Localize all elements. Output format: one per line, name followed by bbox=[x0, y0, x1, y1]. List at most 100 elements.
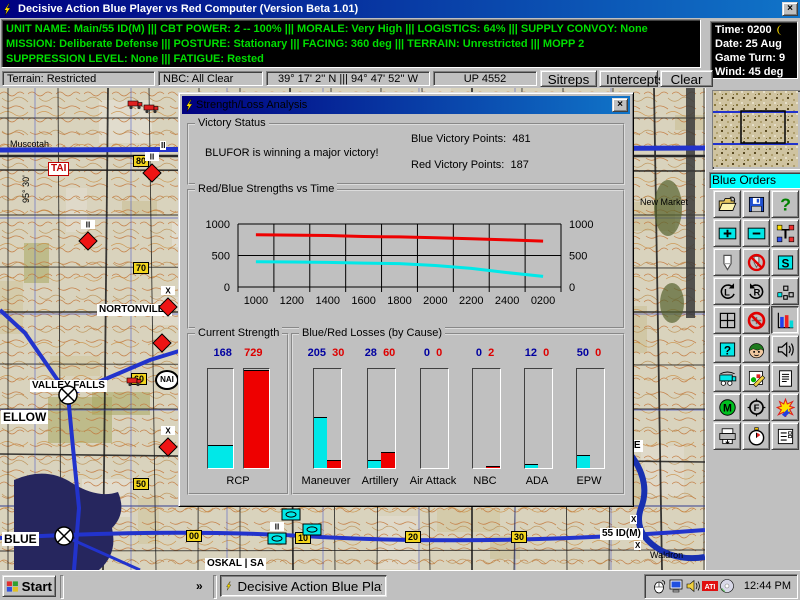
supply-truck-button[interactable] bbox=[713, 364, 741, 392]
taskbar-divider-2 bbox=[213, 575, 217, 599]
bar-frame bbox=[366, 368, 396, 469]
moon-icon bbox=[775, 24, 787, 36]
sitreps-button[interactable]: Sitreps bbox=[540, 70, 597, 87]
bar-values: 28 60 bbox=[364, 347, 396, 359]
no-draw-button[interactable] bbox=[742, 306, 770, 334]
svg-text:500: 500 bbox=[212, 251, 230, 263]
minimap-viewport[interactable] bbox=[740, 110, 786, 144]
sound-button[interactable] bbox=[771, 335, 799, 363]
bar-values: 12 0 bbox=[524, 347, 550, 359]
combat-burst-button[interactable] bbox=[771, 393, 799, 421]
blue-bar bbox=[313, 417, 327, 468]
display-tray-icon[interactable] bbox=[668, 578, 684, 594]
svg-text:1000: 1000 bbox=[244, 295, 268, 307]
orders-mode-field[interactable]: Blue Orders bbox=[709, 172, 800, 189]
zoom-out-button[interactable] bbox=[742, 219, 770, 247]
minimap[interactable] bbox=[712, 90, 800, 170]
red-unit-marker[interactable]: II bbox=[76, 220, 100, 257]
window-close-button[interactable]: × bbox=[782, 2, 798, 16]
disperse-button[interactable] bbox=[771, 277, 799, 305]
current-strength-bars: 168 729 RCP bbox=[189, 335, 287, 493]
map-label: 95° 30' bbox=[21, 175, 31, 203]
svg-text:1400: 1400 bbox=[315, 295, 339, 307]
no-waypoint-button[interactable] bbox=[742, 248, 770, 276]
query-button[interactable]: ? bbox=[713, 335, 741, 363]
system-tray: ATI 12:44 PM bbox=[644, 574, 798, 599]
open-folder-button[interactable] bbox=[713, 190, 741, 218]
strengths-line-chart: 0 0 500 500 1000 1000 1000 1200 1400 1600 1800 2000… bbox=[206, 219, 594, 307]
svg-text:2200: 2200 bbox=[459, 295, 483, 307]
zoom-in-button[interactable] bbox=[713, 219, 741, 247]
svg-text:X: X bbox=[165, 287, 171, 296]
dialog-titlebar[interactable]: Strength/Loss Analysis × bbox=[182, 96, 630, 114]
waypoint-button[interactable] bbox=[713, 248, 741, 276]
log-form-button[interactable] bbox=[771, 422, 799, 450]
rotate-left-button[interactable]: L bbox=[713, 277, 741, 305]
svg-text:2000: 2000 bbox=[423, 295, 447, 307]
rotate-right-button[interactable]: R bbox=[742, 277, 770, 305]
red-truck-marker[interactable] bbox=[127, 98, 145, 113]
blue-strength-frame bbox=[207, 368, 234, 469]
blue-unit-marker[interactable] bbox=[279, 498, 303, 526]
blue-bar bbox=[367, 460, 381, 468]
svg-text:II: II bbox=[86, 221, 90, 230]
save-button[interactable] bbox=[742, 190, 770, 218]
red-truck-marker[interactable] bbox=[126, 375, 144, 390]
staff-face-button[interactable] bbox=[742, 335, 770, 363]
red-unit-marker[interactable]: X bbox=[156, 286, 180, 323]
quick-launch-chevron[interactable]: » bbox=[196, 579, 203, 593]
print-button[interactable] bbox=[713, 422, 741, 450]
svg-text:2400: 2400 bbox=[495, 295, 519, 307]
bar-category-label: ADA bbox=[525, 475, 549, 487]
dialog-lightning-icon bbox=[184, 98, 196, 113]
red-unit-marker[interactable]: II bbox=[140, 152, 164, 189]
time-label: Time: 0200 bbox=[715, 23, 793, 37]
red-unit-marker[interactable] bbox=[150, 322, 174, 359]
intercepts-button[interactable]: Intercepts bbox=[599, 70, 665, 87]
grid-cross-button[interactable] bbox=[713, 306, 741, 334]
grid-ref-field: UP 4552 bbox=[433, 71, 537, 86]
mouse-tray-icon[interactable] bbox=[651, 578, 667, 594]
status-line-1: UNIT NAME: Main/55 ID(M) ||| CBT POWER: … bbox=[6, 23, 648, 35]
red-unit-marker[interactable]: X bbox=[156, 426, 180, 463]
strengths-chart-group: Red/Blue Strengths vs Time 0 0 500 500 1000 1… bbox=[187, 183, 625, 329]
strength-chart-button[interactable] bbox=[771, 306, 799, 334]
map-overlay: Muscotah TAI 95° 30' NORTONVILLE VALLEY FALL… bbox=[0, 88, 705, 570]
svg-text:1000: 1000 bbox=[569, 219, 593, 231]
move-m-button[interactable]: M bbox=[713, 393, 741, 421]
bar-frame bbox=[575, 368, 605, 469]
report-button[interactable] bbox=[771, 364, 799, 392]
active-task-button[interactable]: Decisive Action Blue Playe... bbox=[220, 575, 387, 597]
route-shield: 70 bbox=[133, 262, 150, 274]
orders-chart-button[interactable] bbox=[742, 364, 770, 392]
nbc-field: NBC: All Clear bbox=[158, 71, 263, 86]
svg-text:T: T bbox=[781, 226, 790, 242]
dialog-close-button[interactable]: × bbox=[612, 98, 628, 112]
start-button[interactable]: Start bbox=[2, 575, 56, 597]
red-truck-marker[interactable] bbox=[143, 102, 161, 117]
blue-unit-marker[interactable]: II bbox=[265, 522, 289, 550]
svg-text:L: L bbox=[724, 287, 730, 298]
bar-values: 0 2 bbox=[475, 347, 495, 359]
facing-f-button[interactable]: F bbox=[742, 393, 770, 421]
map-label: NORTONVILLE bbox=[97, 304, 173, 316]
game-turn-label: Game Turn: 9 bbox=[715, 52, 786, 64]
coordinates-field: 39° 17' 2'' N ||| 94° 47' 52'' W bbox=[266, 71, 430, 86]
bar-values: 50 0 bbox=[576, 347, 602, 359]
map-label: OSKAL | SA bbox=[205, 558, 267, 570]
timer-button[interactable] bbox=[742, 422, 770, 450]
sitrep-s-button[interactable]: S bbox=[771, 248, 799, 276]
ati-tray-icon[interactable]: ATI bbox=[702, 578, 718, 594]
volume-tray-icon[interactable] bbox=[685, 578, 701, 594]
help-button[interactable]: ? bbox=[771, 190, 799, 218]
bar-category-label: Maneuver bbox=[301, 475, 351, 487]
windows-flag-icon bbox=[6, 579, 20, 594]
cd-tray-icon[interactable] bbox=[719, 578, 735, 594]
red-strength-bar bbox=[244, 370, 269, 468]
red-victory-points: Red Victory Points: 187 bbox=[411, 159, 529, 171]
taskbar-divider bbox=[60, 575, 64, 599]
unit-labels-button[interactable]: T bbox=[771, 219, 799, 247]
blue-unit-marker[interactable] bbox=[300, 513, 324, 541]
clear-button[interactable]: Clear bbox=[660, 70, 713, 87]
